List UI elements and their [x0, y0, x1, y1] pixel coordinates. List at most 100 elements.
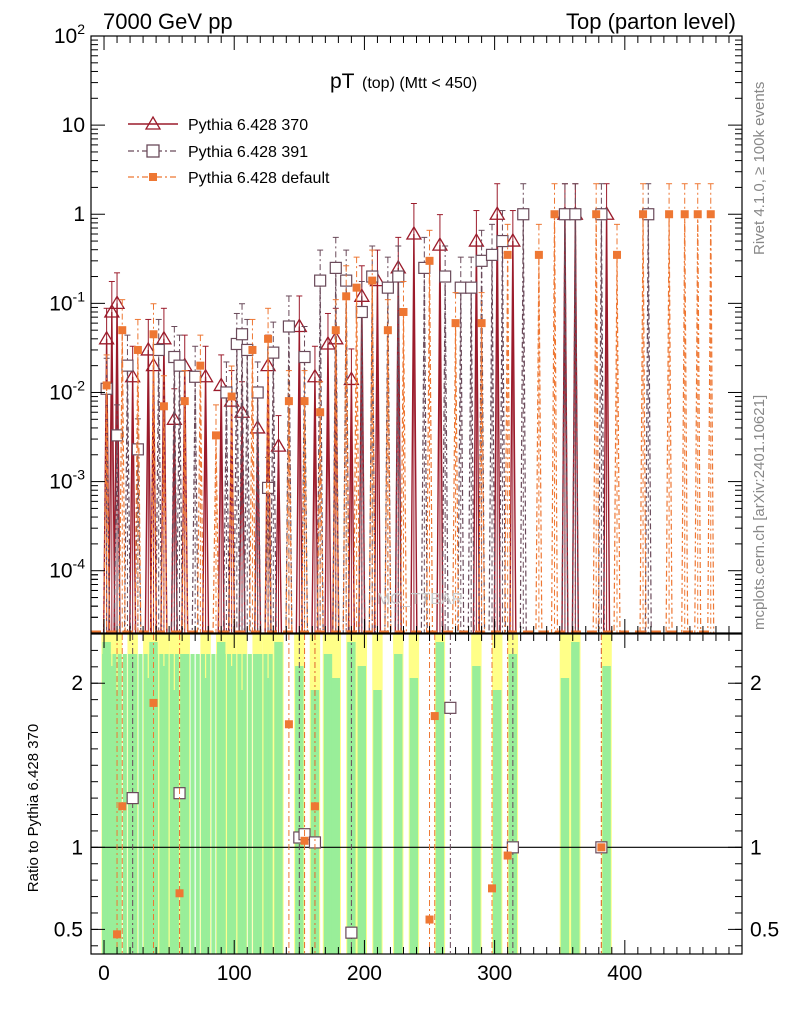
ratio-band-green: [159, 654, 164, 954]
ratio-band-green: [195, 654, 200, 954]
ratio-band-green: [170, 690, 179, 954]
legend-label-default: Pythia 6.428 default: [188, 170, 330, 187]
data-point: [103, 303, 120, 318]
data-point: [166, 411, 183, 425]
y-tick-label: 102: [54, 21, 85, 48]
data-point: [517, 208, 530, 221]
data-point: [133, 345, 142, 354]
ratio-y-axis: 2 2 1 1 0.5 0.5: [54, 649, 779, 947]
data-point: [235, 328, 249, 341]
ratio-point: [118, 802, 127, 811]
ratio-band-green: [159, 666, 169, 954]
data-point: [504, 232, 521, 247]
data-point: [558, 208, 572, 221]
data-point: [569, 208, 582, 221]
main-x-ticks: [103, 36, 730, 633]
y-tick-label: 10-4: [49, 556, 85, 583]
legend-label-391: Pythia 6.428 391: [188, 144, 308, 161]
ratio-point: [126, 792, 139, 805]
y-tick-label: 10-3: [49, 467, 85, 494]
ratio-band-green: [268, 654, 273, 954]
ratio-point: [506, 841, 519, 854]
ratio-band-green: [253, 654, 258, 954]
data-point: [149, 330, 158, 339]
ratio-series-1: [113, 634, 606, 954]
data-point: [98, 330, 115, 345]
ratio-band-green: [357, 666, 367, 954]
data-point: [343, 371, 360, 386]
ratio-band-green: [102, 654, 107, 954]
data-point: [291, 318, 308, 333]
ratio-point: [425, 915, 434, 924]
ratio-band-green: [211, 654, 216, 954]
series-line: [103, 214, 715, 633]
data-point: [439, 270, 452, 283]
x-tick-label: 0: [98, 962, 110, 985]
ratio-band-green: [409, 678, 419, 954]
data-point: [342, 292, 351, 301]
filled-square-marker-icon: [149, 173, 157, 181]
data-point: [465, 281, 478, 294]
data-point: [503, 250, 512, 259]
ratio-point: [175, 889, 184, 898]
data-point: [451, 319, 460, 328]
legend-entry-370: Pythia 6.428 370: [128, 115, 308, 134]
data-point: [477, 319, 486, 328]
data-point: [159, 402, 168, 411]
ratio-band-green: [242, 654, 247, 954]
chart-title: pT (top) (Mtt < 450): [330, 70, 477, 93]
data-point: [475, 254, 488, 267]
data-point: [155, 330, 173, 345]
ratio-ylabel: Ratio to Pythia 6.428 370: [25, 724, 42, 892]
legend: Pythia 6.428 370 Pythia 6.428 391 Pythia…: [128, 115, 330, 187]
ratio-band-green: [571, 642, 580, 954]
data-point: [197, 368, 214, 383]
ratio-band-green: [216, 654, 221, 954]
data-point: [496, 234, 509, 248]
ratio-band-green: [227, 654, 232, 954]
ratio-band-green: [602, 666, 611, 954]
mcplots-label: mcplots.cern.ch [arXiv:2401.10621]: [751, 395, 768, 630]
ratio-band-green: [493, 690, 502, 954]
data-point: [227, 392, 236, 401]
x-tick-label: 200: [347, 962, 382, 985]
ratio-band-green: [237, 654, 242, 954]
data-point: [665, 210, 674, 219]
data-point: [270, 437, 287, 452]
data-point: [693, 210, 702, 219]
y-tick-label: 10-1: [49, 288, 85, 315]
ratio-band-green: [394, 654, 403, 954]
data-point: [121, 359, 134, 372]
data-point: [264, 334, 273, 343]
data-point: [267, 346, 280, 359]
data-point: [118, 326, 127, 335]
ratio-band-green: [107, 654, 112, 954]
data-point: [534, 250, 543, 259]
data-point: [211, 431, 220, 440]
ratio-panel: 2 2 1 1 0.5 0.5 0 100 200 300 400 Ratio to Pythia…: [25, 633, 779, 985]
data-point: [251, 386, 264, 399]
data-point: [108, 295, 126, 310]
x-axis: 0 100 200 300 400: [98, 634, 730, 985]
x-tick-label: 100: [217, 962, 252, 985]
data-point: [220, 386, 233, 399]
ratio-band-green: [107, 666, 117, 954]
data-point: [431, 236, 449, 251]
data-point: [425, 256, 434, 265]
data-point: [173, 359, 186, 372]
ratio-band-green: [263, 654, 268, 954]
data-point: [282, 320, 296, 333]
ratio-point: [300, 836, 309, 845]
triangle-marker-icon: [144, 115, 162, 130]
data-point: [331, 326, 340, 335]
data-point: [248, 345, 257, 354]
ratio-band-green: [227, 666, 236, 954]
ratio-band-green: [253, 654, 262, 954]
ratio-band-green: [169, 654, 174, 954]
ratio-point: [488, 884, 497, 893]
ratio-tick-label-left: 0.5: [54, 918, 83, 941]
ratio-point: [503, 851, 512, 860]
ratio-tick-label-left: 1: [71, 836, 83, 859]
data-point: [140, 341, 157, 356]
